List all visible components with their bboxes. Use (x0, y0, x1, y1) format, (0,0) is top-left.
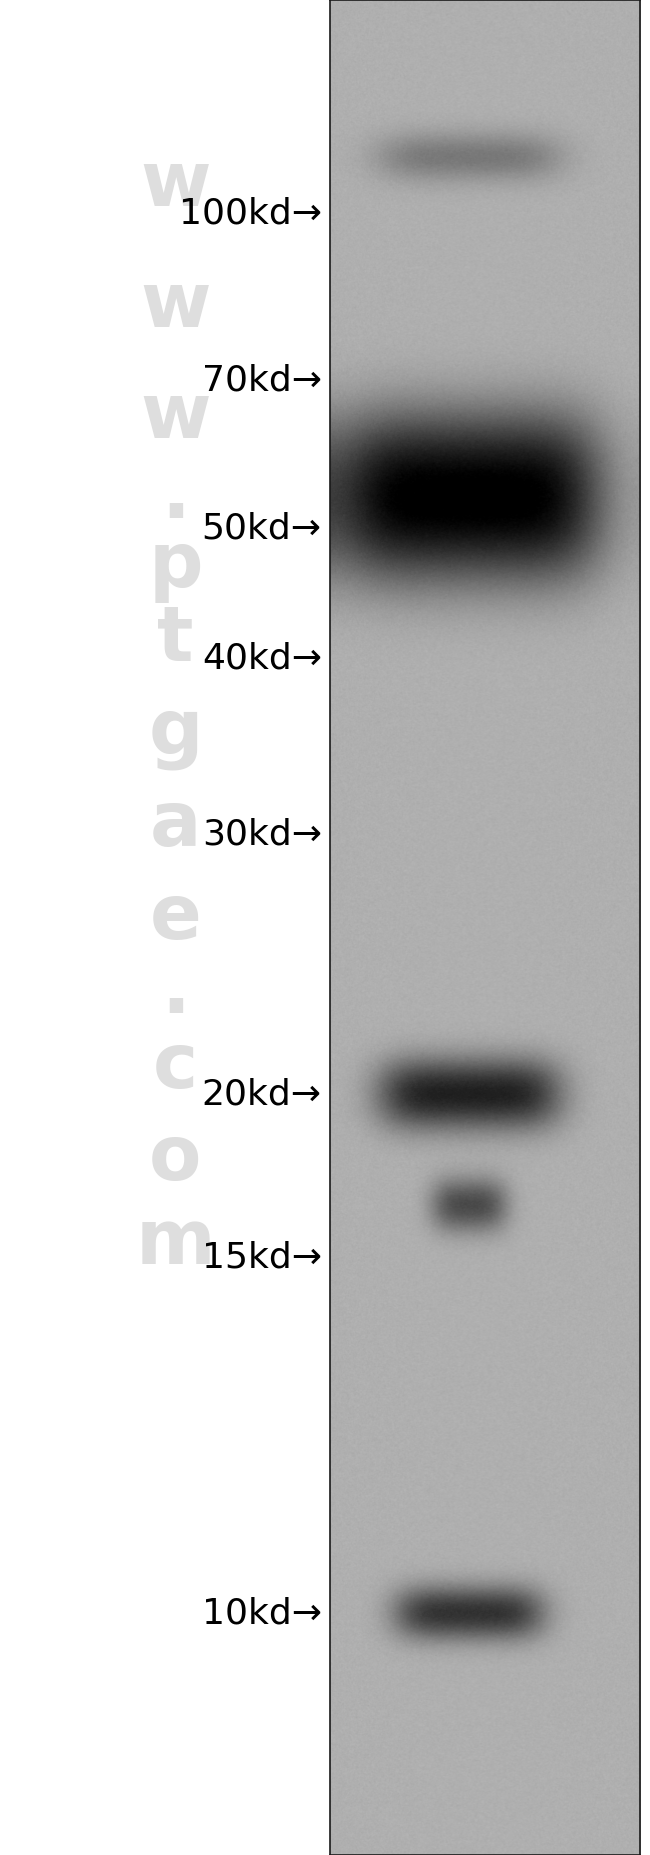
Text: m: m (136, 1206, 215, 1280)
Text: w: w (140, 148, 211, 223)
Text: o: o (150, 1122, 202, 1196)
Text: 20kd→: 20kd→ (202, 1078, 322, 1111)
Text: 10kd→: 10kd→ (202, 1597, 322, 1631)
Text: 70kd→: 70kd→ (202, 364, 322, 397)
Text: a: a (150, 788, 202, 863)
Text: .: . (161, 955, 190, 1030)
Text: 100kd→: 100kd→ (179, 197, 322, 230)
Text: w: w (140, 269, 211, 343)
Text: g: g (148, 696, 203, 770)
Text: 30kd→: 30kd→ (202, 818, 322, 851)
Text: p: p (148, 529, 203, 603)
Text: c: c (153, 1030, 198, 1104)
Text: 50kd→: 50kd→ (202, 512, 322, 545)
Text: w: w (140, 380, 211, 454)
Text: 15kd→: 15kd→ (202, 1241, 322, 1274)
Text: .: . (161, 460, 190, 534)
Text: t: t (157, 603, 194, 677)
Text: 40kd→: 40kd→ (202, 642, 322, 675)
Text: e: e (150, 881, 202, 955)
